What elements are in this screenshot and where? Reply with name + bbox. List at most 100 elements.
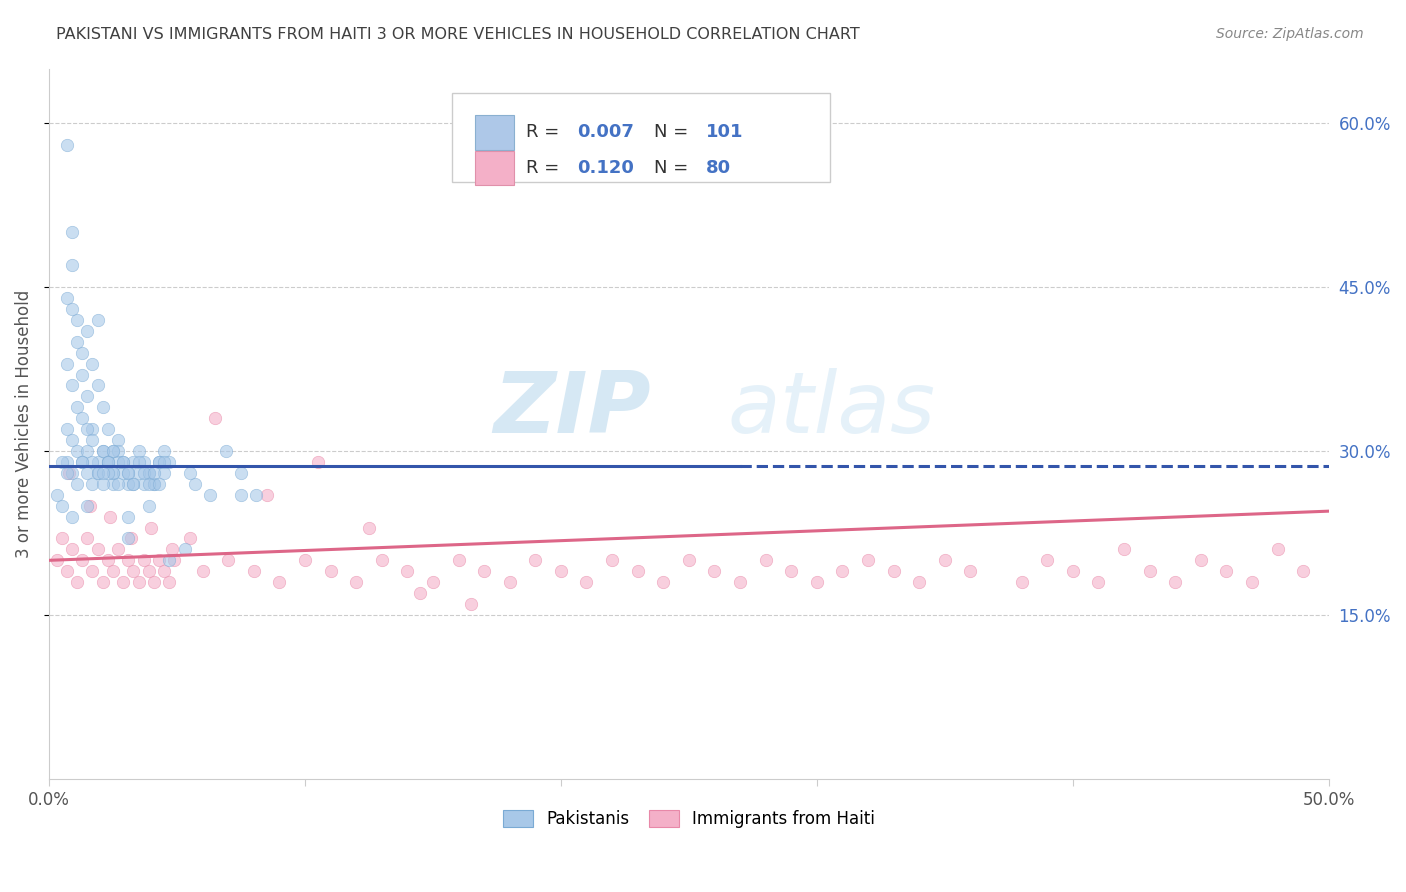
Point	[856, 553, 879, 567]
Point	[728, 575, 751, 590]
Point	[107, 455, 129, 469]
Point	[1267, 542, 1289, 557]
Point	[831, 564, 853, 578]
Point	[1164, 575, 1187, 590]
Point	[70, 455, 93, 469]
Point	[60, 542, 83, 557]
Point	[60, 226, 83, 240]
Point	[51, 499, 73, 513]
Point	[107, 476, 129, 491]
Point	[396, 564, 419, 578]
FancyBboxPatch shape	[475, 151, 513, 185]
Point	[148, 553, 170, 567]
Point	[148, 476, 170, 491]
Point	[214, 444, 236, 458]
Point	[101, 476, 124, 491]
Point	[66, 444, 89, 458]
Text: 101: 101	[706, 123, 742, 142]
Point	[86, 466, 108, 480]
Point	[117, 466, 139, 480]
Point	[200, 488, 222, 502]
Point	[97, 422, 120, 436]
FancyBboxPatch shape	[475, 115, 513, 150]
Point	[86, 313, 108, 327]
Point	[60, 509, 83, 524]
Point	[91, 444, 114, 458]
Point	[138, 466, 160, 480]
Point	[79, 499, 101, 513]
Point	[122, 476, 145, 491]
Point	[370, 553, 392, 567]
Point	[60, 258, 83, 272]
Point	[157, 575, 180, 590]
Text: R =: R =	[526, 159, 565, 177]
Point	[101, 444, 124, 458]
Point	[66, 313, 89, 327]
Point	[142, 476, 165, 491]
Point	[86, 455, 108, 469]
Point	[242, 564, 264, 578]
Point	[101, 444, 124, 458]
Point	[132, 553, 155, 567]
Point	[97, 553, 120, 567]
Point	[153, 564, 176, 578]
Text: PAKISTANI VS IMMIGRANTS FROM HAITI 3 OR MORE VEHICLES IN HOUSEHOLD CORRELATION C: PAKISTANI VS IMMIGRANTS FROM HAITI 3 OR …	[56, 27, 860, 42]
Point	[1087, 575, 1109, 590]
Point	[97, 455, 120, 469]
Point	[97, 455, 120, 469]
Point	[66, 476, 89, 491]
Point	[107, 433, 129, 447]
Point	[678, 553, 700, 567]
Point	[56, 455, 79, 469]
Point	[112, 466, 135, 480]
Point	[97, 455, 120, 469]
Point	[56, 138, 79, 153]
Point	[908, 575, 931, 590]
Point	[70, 368, 93, 382]
Point	[163, 553, 186, 567]
Point	[66, 401, 89, 415]
Point	[76, 422, 98, 436]
Point	[101, 466, 124, 480]
Point	[45, 553, 67, 567]
Point	[883, 564, 905, 578]
Point	[56, 422, 79, 436]
Point	[82, 422, 104, 436]
Point	[294, 553, 316, 567]
Point	[229, 488, 252, 502]
Point	[138, 466, 160, 480]
Point	[70, 553, 93, 567]
Point	[153, 466, 176, 480]
Point	[82, 433, 104, 447]
Point	[472, 564, 495, 578]
Point	[70, 411, 93, 425]
Point	[357, 520, 380, 534]
Point	[138, 476, 160, 491]
Point	[550, 564, 572, 578]
Point	[138, 499, 160, 513]
Point	[447, 553, 470, 567]
Legend: Pakistanis, Immigrants from Haiti: Pakistanis, Immigrants from Haiti	[496, 803, 882, 835]
Point	[86, 542, 108, 557]
Point	[82, 357, 104, 371]
Point	[56, 357, 79, 371]
Point	[112, 575, 135, 590]
Point	[112, 455, 135, 469]
Point	[1240, 575, 1263, 590]
Point	[1036, 553, 1059, 567]
Point	[307, 455, 329, 469]
Text: atlas: atlas	[727, 368, 935, 451]
Point	[575, 575, 598, 590]
Y-axis label: 3 or more Vehicles in Household: 3 or more Vehicles in Household	[15, 290, 32, 558]
Point	[82, 476, 104, 491]
Point	[120, 532, 142, 546]
Point	[117, 509, 139, 524]
Point	[86, 466, 108, 480]
Point	[117, 476, 139, 491]
Point	[91, 466, 114, 480]
Point	[128, 455, 150, 469]
Point	[138, 564, 160, 578]
Point	[191, 564, 214, 578]
Point	[60, 378, 83, 392]
Text: 80: 80	[706, 159, 731, 177]
